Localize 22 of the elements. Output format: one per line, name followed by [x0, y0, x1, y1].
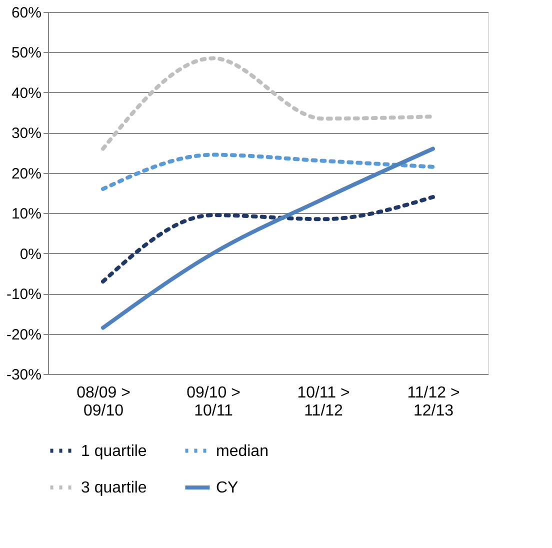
line-series — [101, 152, 435, 191]
y-tick-label: 20% — [11, 165, 42, 182]
x-tick-label: 08/09 > 09/10 — [76, 384, 130, 420]
legend-label: 1 quartile — [81, 442, 147, 460]
y-tick-label: -30% — [6, 366, 42, 384]
y-tick-label: 10% — [11, 206, 42, 223]
x-tick-label: 11/12 > 12/13 — [407, 384, 460, 420]
legend-label: CY — [216, 480, 239, 496]
y-tick-label: 30% — [11, 125, 42, 142]
x-tick-label: 10/11 > 11/12 — [297, 384, 350, 420]
y-tick-label: -20% — [6, 326, 42, 344]
legend-label: median — [216, 442, 268, 460]
x-tick-label: 09/10 > 10/11 — [186, 384, 240, 420]
y-tick-label: 40% — [11, 84, 42, 102]
line-series — [101, 195, 435, 284]
legend-label: 3 quartile — [81, 480, 147, 496]
line-series — [101, 56, 435, 151]
y-tick-label: 0% — [20, 246, 42, 263]
y-tick-label: 60% — [11, 4, 42, 22]
y-tick-label: -10% — [6, 286, 42, 304]
y-tick-label: 50% — [11, 44, 42, 62]
line-series — [101, 146, 435, 330]
